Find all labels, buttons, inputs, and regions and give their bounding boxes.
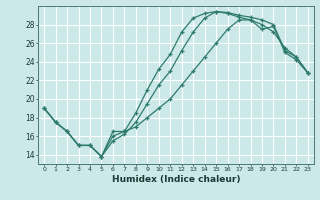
X-axis label: Humidex (Indice chaleur): Humidex (Indice chaleur) — [112, 175, 240, 184]
